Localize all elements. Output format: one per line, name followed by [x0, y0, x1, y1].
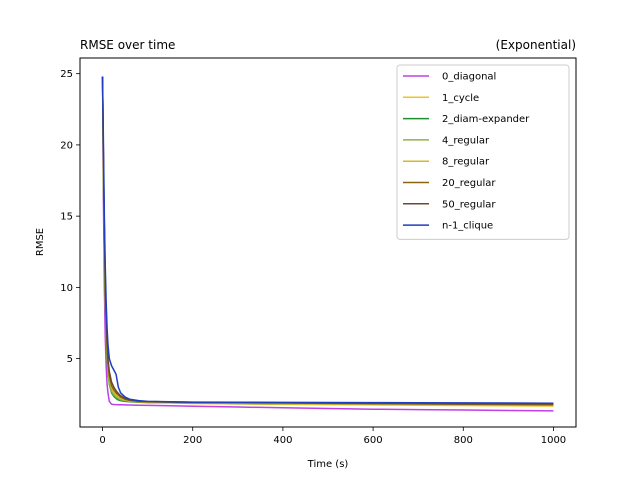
y-tick-label: 10 [60, 283, 73, 294]
y-tick-label: 20 [60, 140, 73, 151]
y-tick-label: 25 [60, 69, 73, 80]
chart-title: RMSE over time [80, 38, 175, 52]
plot-lines [101, 76, 554, 412]
y-axis-ticks: 5 10 15 20 25 [60, 69, 80, 365]
chart-title-right: (Exponential) [496, 38, 576, 52]
legend-label-4_regular: 4_regular [442, 135, 490, 146]
x-axis-ticks: 0 200 400 600 800 1000 [99, 427, 566, 446]
series-line-n-1_clique [101, 76, 554, 404]
legend-label-n-1_clique: n-1_clique [442, 221, 493, 232]
legend-label-20_regular: 20_regular [442, 178, 496, 189]
y-tick-label: 5 [67, 354, 73, 365]
x-tick-label: 0 [99, 435, 105, 446]
legend-box [396, 64, 570, 240]
legend-label-0_diagonal: 0_diagonal [442, 72, 496, 83]
x-tick-label: 400 [273, 435, 292, 446]
x-tick-label: 800 [454, 435, 473, 446]
legend-label-8_regular: 8_regular [442, 157, 490, 168]
plot-frame [79, 57, 577, 428]
x-tick-label: 200 [183, 435, 202, 446]
legend-label-50_regular: 50_regular [442, 199, 496, 210]
legend-label-1_cycle: 1_cycle [442, 93, 479, 104]
x-axis-label: Time (s) [307, 459, 349, 470]
series-line-0_diagonal [101, 76, 554, 412]
legend-label-2_diam-expander: 2_diam-expander [442, 114, 530, 125]
y-axis-label: RMSE [35, 228, 46, 256]
x-tick-label: 600 [364, 435, 383, 446]
legend: 0_diagonal 1_cycle 2_diam-expander 4_regula… [396, 64, 570, 240]
y-tick-label: 15 [60, 212, 73, 223]
x-tick-label: 1000 [541, 435, 566, 446]
